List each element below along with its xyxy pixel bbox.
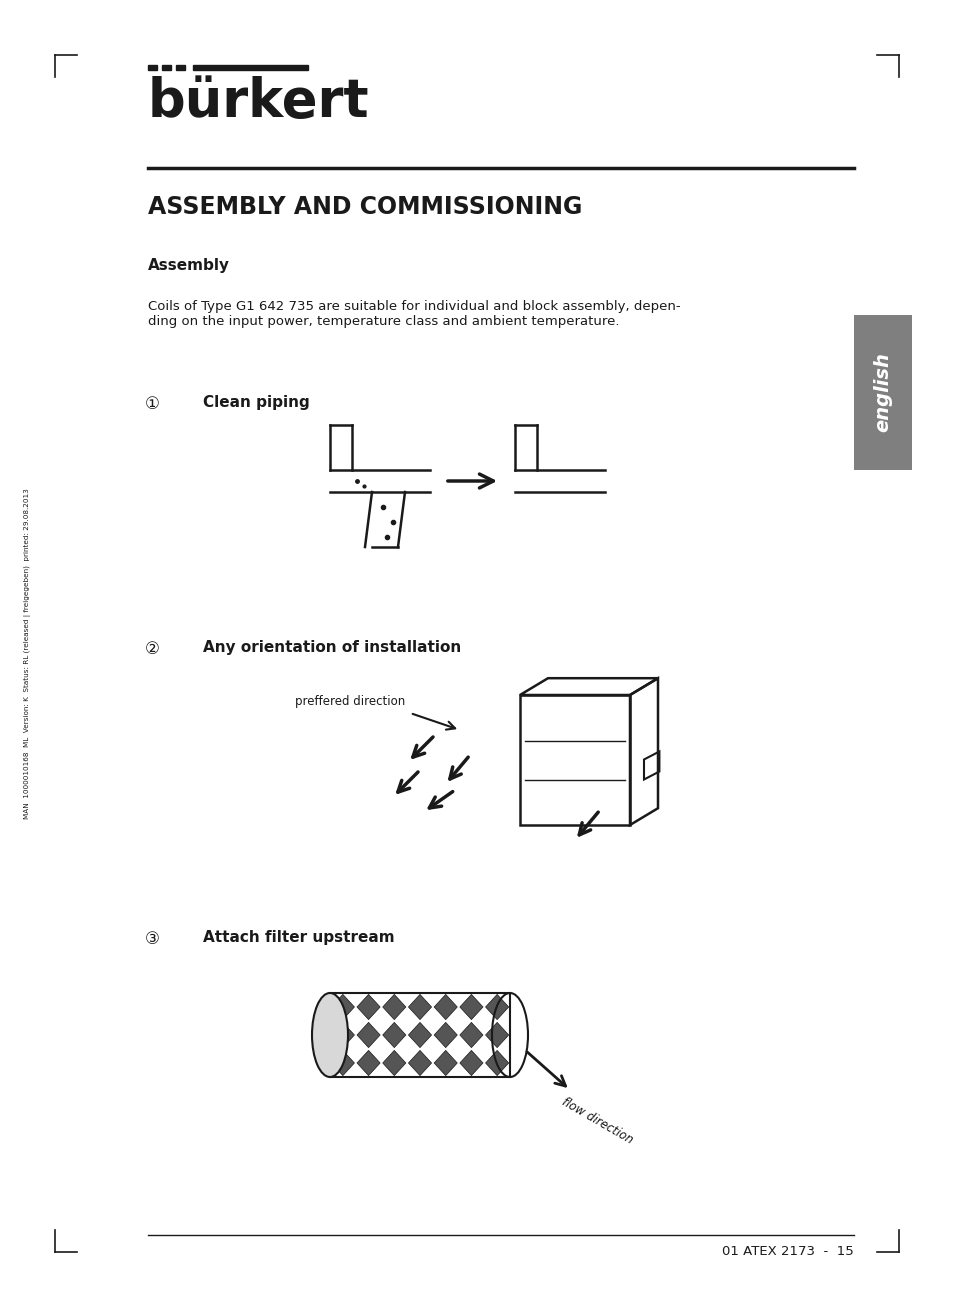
Polygon shape — [382, 1051, 405, 1076]
Text: preffered direction: preffered direction — [294, 695, 405, 708]
Polygon shape — [434, 1022, 456, 1048]
Text: ①: ① — [145, 395, 160, 413]
Polygon shape — [356, 1051, 379, 1076]
Text: english: english — [873, 353, 892, 433]
Bar — [330, 993, 510, 1077]
Polygon shape — [331, 1022, 355, 1048]
Polygon shape — [408, 995, 431, 1019]
Bar — [162, 65, 171, 71]
Polygon shape — [382, 1022, 405, 1048]
Text: MAN  1000010168  ML  Version: K  Status: RL (released | freigegeben)  printed: 2: MAN 1000010168 ML Version: K Status: RL … — [25, 488, 31, 819]
Text: Attach filter upstream: Attach filter upstream — [203, 931, 395, 945]
Polygon shape — [459, 1022, 482, 1048]
Ellipse shape — [312, 993, 348, 1077]
Polygon shape — [408, 1022, 431, 1048]
Polygon shape — [485, 995, 508, 1019]
Text: Clean piping: Clean piping — [203, 395, 310, 410]
Bar — [148, 65, 157, 71]
Polygon shape — [331, 1051, 355, 1076]
Text: Assembly: Assembly — [148, 257, 230, 273]
Polygon shape — [356, 995, 379, 1019]
Polygon shape — [408, 1051, 431, 1076]
Bar — [853, 315, 911, 471]
Text: Coils of Type G1 642 735 are suitable for individual and block assembly, depen-
: Coils of Type G1 642 735 are suitable fo… — [148, 301, 679, 328]
Polygon shape — [459, 995, 482, 1019]
Polygon shape — [331, 995, 355, 1019]
Text: bürkert: bürkert — [148, 76, 369, 128]
Polygon shape — [434, 1051, 456, 1076]
Polygon shape — [485, 1022, 508, 1048]
Text: ③: ③ — [145, 931, 160, 948]
Text: ②: ② — [145, 640, 160, 657]
Text: flow direction: flow direction — [559, 1095, 635, 1146]
Polygon shape — [356, 1022, 379, 1048]
Polygon shape — [459, 1051, 482, 1076]
Polygon shape — [485, 1051, 508, 1076]
Polygon shape — [382, 995, 405, 1019]
Bar — [519, 695, 629, 825]
Polygon shape — [434, 995, 456, 1019]
Bar — [193, 65, 308, 71]
Bar — [175, 65, 185, 71]
Text: ASSEMBLY AND COMMISSIONING: ASSEMBLY AND COMMISSIONING — [148, 195, 581, 220]
Text: 01 ATEX 2173  -  15: 01 ATEX 2173 - 15 — [721, 1246, 853, 1259]
Text: Any orientation of installation: Any orientation of installation — [203, 640, 460, 655]
